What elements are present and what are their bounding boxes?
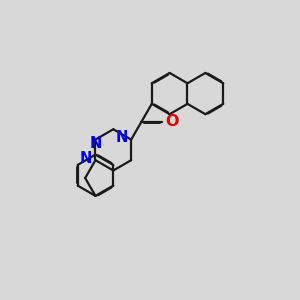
Text: O: O xyxy=(166,114,179,129)
Text: N: N xyxy=(116,130,128,145)
Text: N: N xyxy=(79,151,92,166)
Text: N: N xyxy=(89,136,102,151)
